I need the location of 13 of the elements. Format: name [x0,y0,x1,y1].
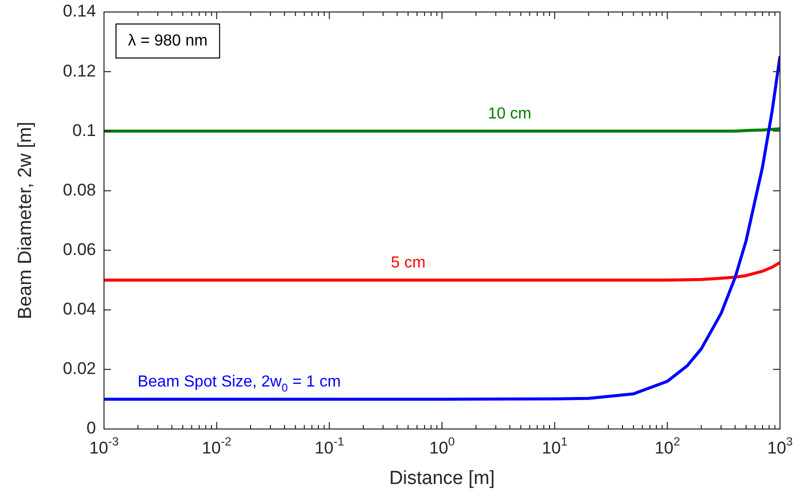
y-tick-label: 0 [86,418,96,438]
y-tick-label: 0.08 [62,180,96,200]
y-tick-label: 0.02 [62,359,96,378]
y-tick-label: 0.06 [62,240,96,259]
series-label: 5 cm [390,254,426,272]
y-tick-label: 0.14 [62,2,96,21]
series-label: 10 cm [488,106,532,123]
y-tick-label: 0.1 [72,120,96,140]
x-axis-title: Distance [m] [389,468,495,490]
y-tick-label: 0.12 [62,61,96,80]
y-axis-title: Beam Diameter, 2w [m] [15,122,36,320]
annotation: λ = 980 nm [128,32,208,50]
y-tick-label: 0.04 [62,300,96,319]
